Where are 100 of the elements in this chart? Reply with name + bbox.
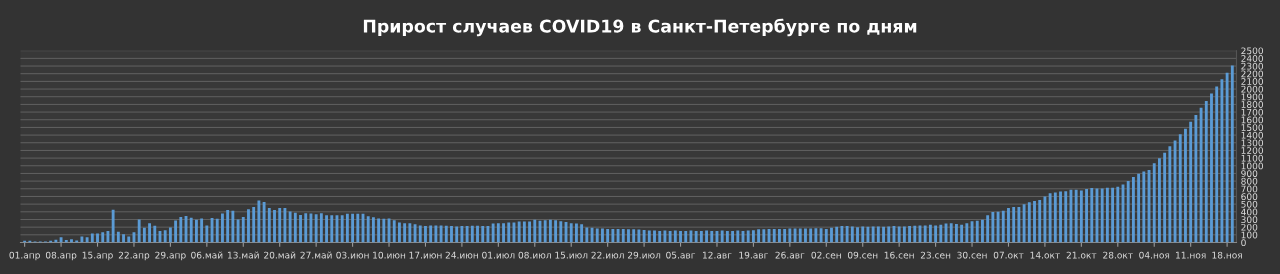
bar	[954, 224, 958, 243]
bar	[908, 226, 912, 243]
bar	[273, 210, 276, 243]
bar	[746, 230, 750, 243]
bar	[163, 230, 167, 243]
bar	[481, 226, 485, 243]
bar	[1131, 176, 1135, 243]
bar	[418, 225, 422, 243]
bar	[382, 218, 386, 243]
bar	[236, 219, 240, 243]
bar	[429, 225, 433, 243]
y-tick-label: 2000	[1241, 85, 1264, 93]
bar	[798, 228, 802, 243]
bar	[330, 215, 334, 243]
bar	[502, 223, 505, 243]
x-tick-label: 08.апр	[45, 251, 77, 261]
bar	[1033, 200, 1036, 243]
bar	[1074, 189, 1078, 243]
x-tick-label: 07.окт	[993, 251, 1024, 259]
y-tick-label: 500	[1241, 200, 1258, 208]
bar	[949, 223, 953, 243]
bar	[720, 230, 724, 243]
x-tick-label: 29.июл	[627, 251, 661, 259]
bar	[174, 220, 178, 243]
x-tick-label: 26.авг	[775, 251, 805, 259]
bar	[673, 230, 677, 243]
x-tick-label: 06.май	[191, 251, 223, 259]
x-tick-label: 28.окт	[1103, 251, 1133, 259]
bar	[85, 237, 89, 243]
bar	[455, 226, 459, 243]
bar	[304, 213, 308, 243]
bar	[934, 225, 938, 243]
y-tick-label: 2400	[1241, 55, 1264, 62]
bar	[647, 230, 651, 243]
bar	[424, 226, 427, 243]
bar	[856, 227, 859, 243]
bar	[288, 211, 292, 243]
bar	[975, 220, 979, 243]
x-tick-label: 08.июл	[518, 251, 551, 259]
x-tick-label: 23.сен	[920, 251, 951, 259]
bar	[668, 230, 672, 243]
bar	[340, 215, 344, 243]
bar	[1194, 115, 1198, 243]
bar	[751, 230, 755, 243]
bar	[616, 228, 620, 243]
bar	[960, 224, 964, 243]
bar	[897, 226, 901, 243]
y-tick-label: 2100	[1241, 78, 1264, 85]
y-tick-label: 1900	[1241, 93, 1264, 101]
bar	[299, 214, 302, 243]
x-tick-label: 04.ноя	[1139, 251, 1170, 259]
bar	[345, 213, 349, 243]
bar	[1001, 210, 1005, 243]
bar	[684, 230, 688, 243]
bar	[913, 225, 917, 243]
y-tick-label: 1000	[1241, 162, 1264, 170]
bar	[241, 217, 245, 243]
x-tick-label: 10.июн	[373, 251, 406, 259]
y-tick-label: 1300	[1241, 139, 1264, 147]
bar	[1038, 199, 1042, 243]
y-tick-label: 100	[1241, 231, 1258, 239]
bar	[522, 221, 526, 243]
bar	[450, 226, 453, 243]
bar	[902, 226, 906, 243]
bar	[601, 228, 604, 243]
bar	[871, 226, 875, 243]
x-tick-label: 15.июл	[555, 251, 588, 259]
bar	[699, 230, 703, 243]
bar	[1053, 192, 1057, 243]
x-tick-label: 19.авг	[739, 251, 768, 259]
x-tick-label: 12.авг	[702, 251, 732, 259]
y-tick-label: 2200	[1241, 70, 1264, 78]
bar	[356, 213, 360, 243]
bar	[548, 219, 552, 243]
bar	[819, 228, 823, 243]
bar	[1178, 134, 1182, 243]
bar	[252, 206, 256, 243]
bar	[580, 224, 584, 243]
bar	[75, 240, 79, 243]
bar	[533, 219, 537, 243]
bar	[496, 223, 500, 243]
x-tick-label: 13.май	[227, 251, 259, 259]
bar	[736, 230, 740, 243]
bar	[1215, 86, 1219, 243]
bar	[876, 226, 880, 243]
bar	[1100, 188, 1104, 243]
bar	[585, 227, 589, 243]
bar	[465, 226, 469, 243]
bar	[398, 222, 401, 243]
bar	[611, 228, 615, 243]
x-tick-label: 27.май	[300, 251, 332, 259]
bar	[90, 233, 94, 243]
bar	[725, 230, 729, 243]
bar	[1111, 187, 1115, 243]
bar	[200, 218, 204, 243]
bar	[637, 229, 641, 243]
bar	[1043, 196, 1047, 243]
y-tick-label: 1500	[1241, 124, 1264, 131]
bar	[554, 220, 558, 243]
bar	[939, 224, 943, 243]
